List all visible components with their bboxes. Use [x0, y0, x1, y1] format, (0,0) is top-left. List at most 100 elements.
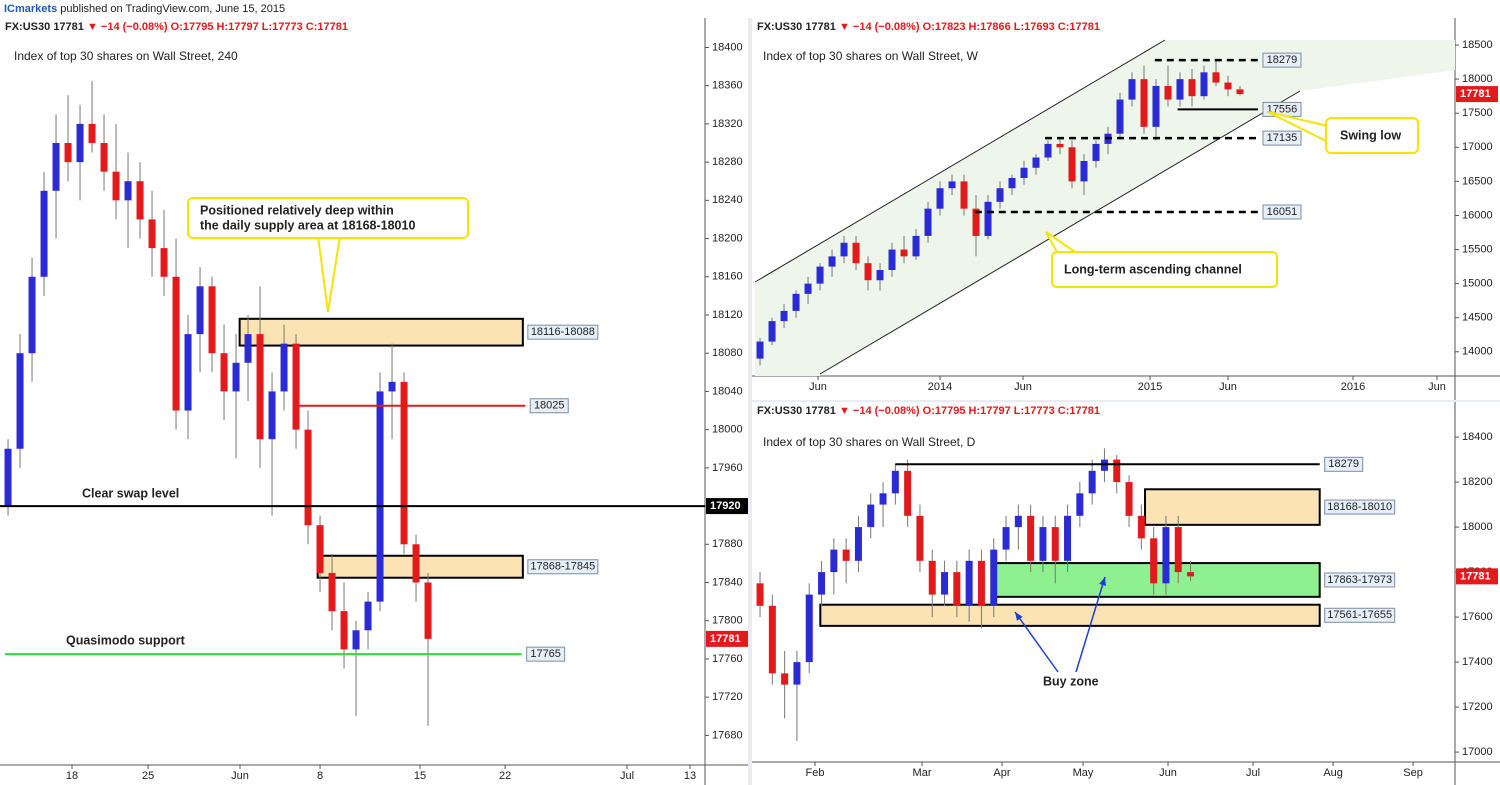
candle-body [160, 248, 168, 277]
y-tick-label: 18360 [712, 80, 743, 92]
zone-label: 17868-17845 [530, 561, 595, 573]
candle-body [388, 381, 396, 392]
candle-body [220, 353, 228, 392]
candle-body [948, 181, 956, 189]
arrow-head [1015, 612, 1023, 621]
quote-symbol: FX:US30 [5, 21, 50, 33]
candle-body [412, 544, 420, 583]
x-tick-label: Feb [806, 767, 825, 779]
level-label: 18025 [534, 400, 565, 412]
zone-label-box [527, 324, 599, 340]
annotation: Quasimodo support [66, 633, 186, 647]
candle-body [792, 293, 800, 311]
candle-body [756, 341, 764, 359]
candle-body [816, 266, 824, 284]
brand[interactable]: ICmarkets [4, 3, 57, 15]
price-tag-label: 17781 [1460, 570, 1491, 582]
candle-body [1224, 82, 1232, 90]
price-tag-label: 17781 [710, 633, 741, 645]
candle-body [984, 201, 992, 236]
x-tick-label: Jul [620, 770, 634, 782]
callout-text: Swing low [1340, 128, 1401, 142]
chart-title: Index of top 30 shares on Wall Street, 2… [14, 49, 238, 63]
y-tick-label: 17880 [712, 538, 743, 550]
y-tick-label: 18080 [712, 347, 743, 359]
candle-body [232, 362, 240, 392]
callout-text: Positioned relatively deep within [200, 203, 394, 217]
candle-body [1164, 85, 1172, 100]
level-label-box [1262, 130, 1302, 146]
zone [993, 562, 1321, 598]
candle-body [28, 276, 36, 354]
zone [819, 603, 1321, 627]
level-label: 16051 [1267, 206, 1298, 218]
y-tick-label: 18160 [712, 271, 743, 283]
y-tick-label: 17800 [712, 615, 743, 627]
x-tick-label: Apr [993, 767, 1010, 779]
candle-body [280, 343, 288, 392]
chart-title: Index of top 30 shares on Wall Street, W [763, 49, 979, 63]
level-label-box [529, 398, 569, 414]
candle-body [1039, 527, 1047, 561]
y-tick-label: 17680 [712, 729, 743, 741]
quote-change: ▼ −14 (−0.08%) [839, 405, 920, 417]
candle-body [1020, 167, 1028, 178]
candle-body [1176, 79, 1184, 100]
candle-body [904, 470, 912, 516]
candle-body [16, 353, 24, 449]
candle-body [828, 256, 836, 267]
callout-box [1051, 251, 1278, 288]
level-label-box [1324, 456, 1364, 472]
candle-body [196, 286, 204, 335]
zone-label: 17561-17655 [1327, 609, 1392, 621]
level-label: 18279 [1267, 54, 1298, 66]
y-tick-label: 18240 [712, 194, 743, 206]
level-label: 17765 [530, 648, 561, 660]
x-tick-label: Sep [1403, 767, 1423, 779]
candle-body [304, 429, 312, 526]
publisher-bar [0, 0, 1500, 18]
x-tick-label: Jul [1246, 767, 1260, 779]
candle-body [1076, 493, 1084, 516]
quote-symbol: FX:US30 [757, 21, 802, 33]
candle-body [1162, 527, 1170, 584]
candle-body [916, 515, 924, 561]
y-tick-label: 18280 [712, 156, 743, 168]
candle-body [756, 583, 764, 606]
y-tick-label: 16000 [1462, 209, 1493, 221]
candle-body [936, 188, 944, 209]
candle-body [256, 334, 264, 440]
candle-body [891, 470, 899, 494]
zone [316, 554, 524, 579]
x-tick-label: Jun [1428, 381, 1446, 393]
candle-body [1080, 160, 1088, 182]
y-tick-label: 17400 [1462, 656, 1493, 668]
x-tick-label: Mar [913, 767, 932, 779]
candle-body [854, 527, 862, 561]
candle-body [1140, 79, 1148, 127]
candle-body [924, 208, 932, 236]
x-tick-label: Jun [1014, 381, 1032, 393]
candle-body [965, 560, 973, 606]
y-tick-label: 17500 [1462, 107, 1493, 119]
candle-body [879, 493, 887, 505]
zone-label: 17863-17973 [1327, 574, 1392, 586]
y-tick-label: 18120 [712, 309, 743, 321]
y-tick-label: 14000 [1462, 346, 1493, 358]
annotation: Clear swap level [82, 486, 179, 500]
y-tick-label: 17000 [1462, 746, 1493, 758]
candle-body [1113, 459, 1121, 483]
callout-text: Long-term ascending channel [1064, 262, 1242, 276]
candle-body [172, 276, 180, 411]
candle-body [124, 181, 132, 201]
candle-body [793, 662, 801, 685]
y-tick-label: 18000 [1462, 73, 1493, 85]
publish-text: published on TradingView.com, June 15, 2… [60, 3, 285, 15]
quote-line: FX:US30 17781 ▼ −14 (−0.08%) O:17795 H:1… [757, 405, 1100, 417]
zone-label-box [527, 559, 599, 575]
candle-body [1044, 143, 1052, 158]
axis-tag [706, 498, 748, 515]
x-tick-label: 22 [499, 770, 511, 782]
candle-body [818, 572, 826, 595]
candle-body [148, 219, 156, 249]
